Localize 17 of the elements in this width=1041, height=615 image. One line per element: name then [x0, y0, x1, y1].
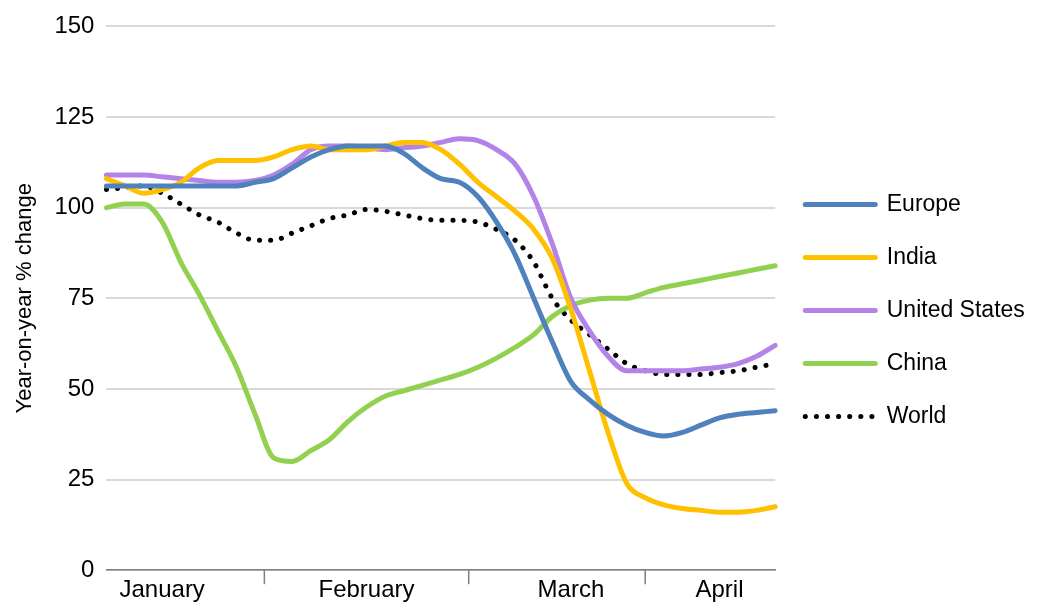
y-tick-label: 75: [67, 282, 95, 310]
y-tick-label: 100: [54, 192, 95, 220]
y-tick-label: 50: [67, 373, 95, 401]
y-tick-label: 25: [67, 464, 95, 492]
x-tick-label: April: [695, 575, 744, 603]
legend-label: United States: [886, 295, 1025, 322]
y-tick-label: 0: [81, 554, 95, 582]
y-tick-label: 125: [54, 101, 95, 129]
x-tick-label: January: [119, 575, 205, 603]
legend-label: China: [886, 348, 948, 375]
legend-label: World: [886, 401, 947, 428]
x-tick-label: February: [318, 575, 415, 603]
y-tick-label: 150: [54, 11, 95, 39]
y-axis-title: Year-on-year % change: [11, 183, 37, 414]
legend-label: Europe: [886, 189, 961, 216]
x-tick-label: March: [537, 575, 605, 603]
legend-label: India: [886, 242, 937, 269]
